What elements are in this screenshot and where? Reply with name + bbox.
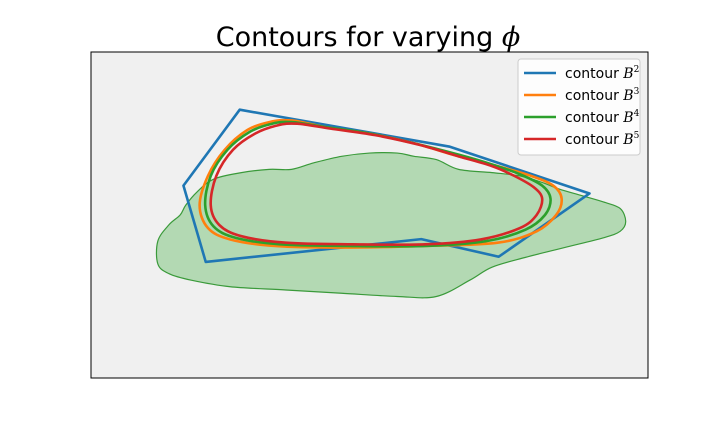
legend-label-text: contour [565,88,623,104]
legend-label-b4: contour B4 [565,109,640,126]
plot-frame [90,51,649,379]
series-layer [182,108,591,264]
chart-title: Contours for varying ϕ [216,22,521,53]
legend-label-symbol: B [622,88,633,104]
legend-label-b5: contour B5 [565,131,640,148]
chart-title-text: Contours for varying [216,22,502,53]
legend-label-b2: contour B2 [565,65,639,82]
legend-label-exponent: 5 [634,131,640,141]
legend-label-symbol: B [622,110,633,126]
series-line-b5 [209,122,544,247]
region-fill [155,152,627,299]
series-line-b2 [182,108,591,264]
legend-label-symbol: B [622,132,633,148]
legend-label-exponent: 2 [634,65,640,75]
legend-label-symbol: B [622,66,633,82]
legend-label-exponent: 3 [634,87,640,97]
chart-title-symbol: ϕ [502,22,520,53]
legend-label-text: contour [565,132,623,148]
legend-label-exponent: 4 [634,109,640,119]
legend-box [517,58,641,156]
legend-label-text: contour [565,66,623,82]
legend-label-b3: contour B3 [565,87,640,104]
region-layer [155,152,627,299]
legend-label-text: contour [565,110,623,126]
